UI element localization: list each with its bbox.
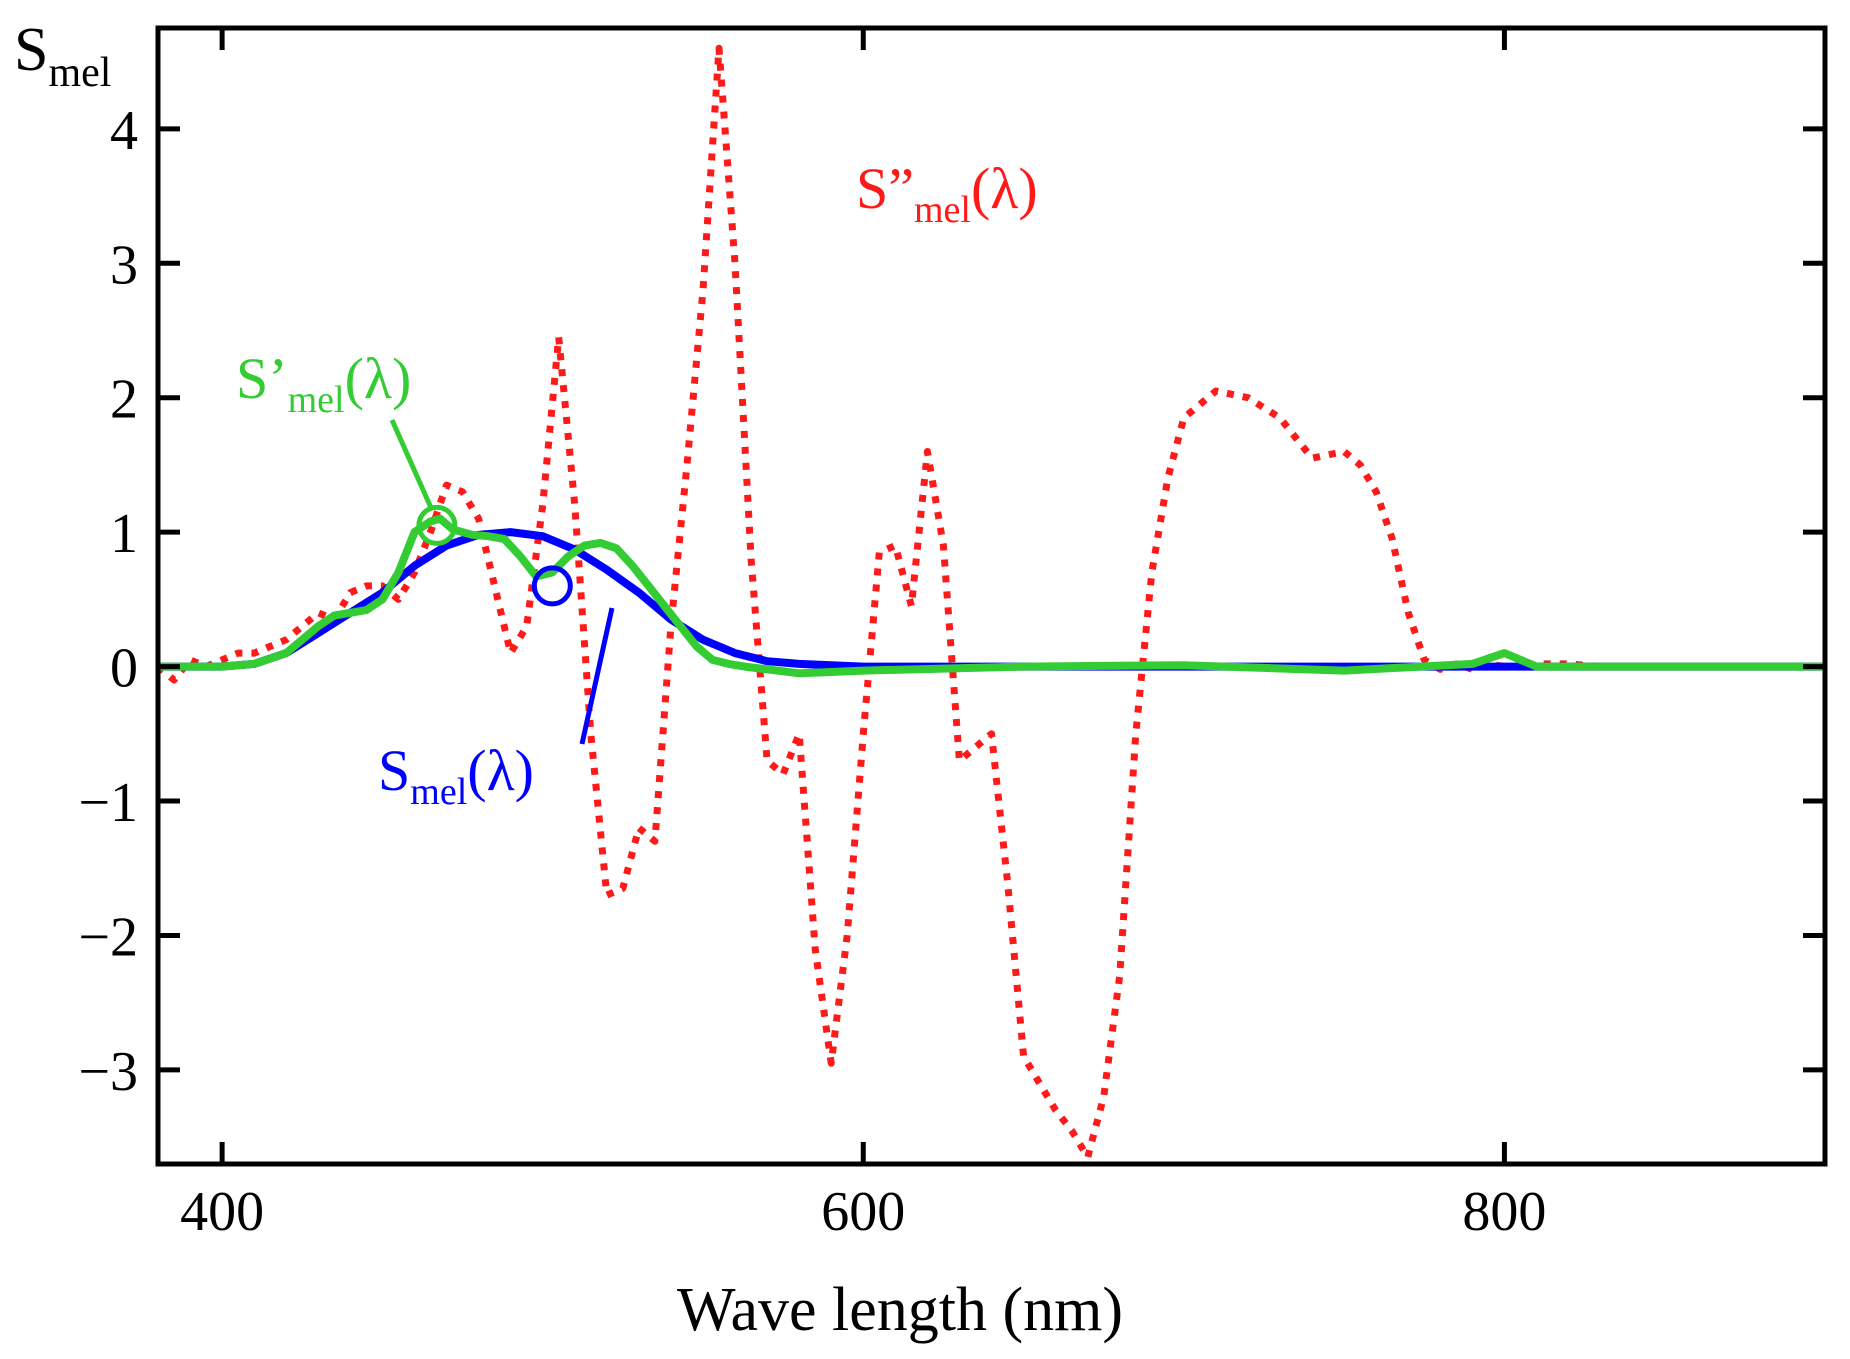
series-label-s-mel: Smel(λ) [378, 738, 534, 813]
y-tick-label: −3 [78, 1041, 138, 1103]
plot-frame [155, 25, 1828, 1167]
y-axis-title-sub: mel [48, 50, 111, 96]
leader-line-s-mel [579, 607, 615, 745]
series-label-s-double-prime: S”mel(λ) [856, 156, 1038, 231]
x-tick-label: 600 [821, 1181, 905, 1243]
y-tick-label: 1 [110, 503, 138, 565]
y-axis-title: Smel [14, 16, 111, 96]
plot-area [158, 44, 1825, 1161]
y-tick-label: −1 [78, 772, 138, 834]
y-tick-label: 0 [110, 638, 138, 700]
y-tick-label: 4 [110, 100, 138, 162]
axis-ticks: −3 −2 −1 0 1 2 3 4 400 600 800 [78, 28, 1825, 1243]
y-tick-label: 2 [110, 369, 138, 431]
y-axis-title-main: S [14, 16, 48, 84]
x-tick-label: 400 [180, 1181, 264, 1243]
annotation-marker-0 [416, 504, 458, 546]
leader-line-s-prime [389, 418, 435, 512]
annotation-markers [416, 504, 573, 607]
annotation-marker-1 [531, 565, 573, 607]
series-line-1 [158, 514, 1825, 678]
y-tick-label: −2 [78, 906, 138, 968]
x-tick-label: 800 [1462, 1181, 1546, 1243]
y-tick-label: 3 [110, 234, 138, 296]
series-label-s-prime: S’mel(λ) [236, 346, 411, 421]
x-axis-title: Wave length (nm) [677, 1276, 1123, 1344]
